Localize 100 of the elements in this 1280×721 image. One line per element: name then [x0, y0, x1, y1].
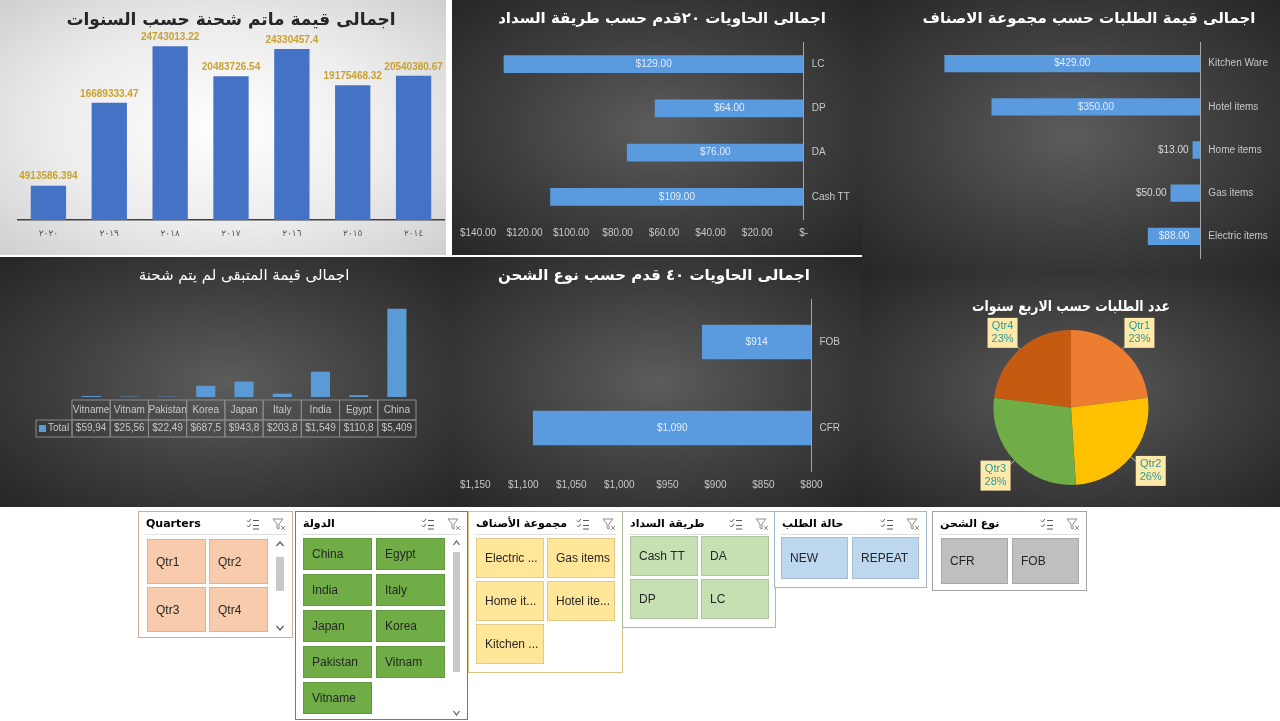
slice-label: Qtr1: [1128, 319, 1151, 332]
data-label: $914: [745, 335, 769, 347]
text: مجموعة الأصناف: [476, 517, 568, 530]
x-tick-label: $40.00: [695, 226, 727, 238]
x-tick-label: Vitname: [72, 403, 110, 415]
filter-button: Vitnam: [376, 646, 445, 678]
chart-title: عدد الطلبات حسب الاربع سنوات: [972, 296, 1170, 316]
x-tick-label: Italy: [273, 403, 292, 415]
data-label: 28%: [984, 475, 1007, 488]
x-tick-label: $80.00: [602, 226, 634, 238]
filter-button: Hotel ite...: [547, 581, 615, 621]
y-tick-label: CFR: [819, 421, 841, 433]
x-tick-label: India: [309, 403, 332, 415]
data-label: $687,5: [190, 422, 222, 434]
data-label: $59,94: [75, 422, 107, 434]
bar: [310, 371, 330, 397]
y-tick-label: Gas items: [1208, 186, 1254, 198]
filter-button: Gas items: [547, 538, 615, 578]
x-tick-label: $1,000: [604, 478, 636, 490]
x-tick-label: $1,050: [556, 478, 588, 490]
x-tick-label: $950: [656, 478, 679, 490]
x-tick-label: $1,100: [508, 478, 540, 490]
data-label: $109.00: [658, 190, 696, 202]
data-label: $88.00: [1158, 230, 1190, 242]
x-tick-label: Pakistan: [148, 403, 187, 415]
data-label: $5,409: [381, 422, 413, 434]
y-tick-label: Electric items: [1208, 230, 1268, 242]
filter-button: Italy: [376, 574, 445, 606]
x-tick-label: $850: [752, 478, 775, 490]
data-label: $76.00: [699, 146, 732, 158]
slice-label: Qtr2: [1140, 457, 1162, 470]
data-label: 20483726.54: [201, 60, 261, 72]
slice-label: Qtr3: [984, 462, 1007, 475]
bar: [1192, 141, 1201, 159]
data-label: $22,49: [152, 422, 184, 434]
bar: [991, 98, 1201, 116]
data-label: $110,8: [343, 422, 375, 434]
x-tick-label: China: [383, 403, 411, 415]
x-tick-label: $100.00: [553, 226, 590, 238]
data-label: $203,8: [266, 422, 298, 434]
x-tick-label: Korea: [192, 403, 220, 415]
y-tick-label: Kitchen Ware: [1208, 57, 1269, 69]
data-label: $50.00: [1135, 186, 1167, 198]
data-label: $943,8: [228, 422, 260, 434]
x-tick-label: Japan: [230, 403, 258, 415]
y-tick-label: Home items: [1208, 143, 1262, 155]
filter-button: Qtr4: [209, 587, 268, 632]
text: الدولة: [303, 517, 335, 530]
filter-button: DP: [630, 579, 698, 619]
y-tick-label: Cash TT: [811, 190, 850, 202]
x-tick-label: ٢٠١٥: [343, 228, 363, 239]
chart-title: اجمالى الحاويات ٢٠قدم حسب طريقة السداد: [498, 8, 826, 27]
filter-button: Qtr1: [147, 539, 206, 584]
bar: [234, 381, 254, 397]
x-tick-label: $800: [800, 478, 823, 490]
data-label: 4913586.394: [19, 170, 79, 182]
bar: [387, 308, 407, 397]
data-label: $429.00: [1054, 57, 1091, 69]
bar: [944, 54, 1201, 73]
bar: [30, 185, 67, 221]
data-label: $64.00: [713, 102, 745, 114]
bar: [626, 143, 804, 162]
filter-button: Home it...: [476, 581, 544, 621]
x-tick-label: $900: [704, 478, 727, 490]
bar: [1170, 184, 1201, 202]
data-label: $350.00: [1077, 100, 1115, 112]
x-tick-label: ٢٠٢٠: [38, 228, 59, 239]
filter-button: Egypt: [376, 538, 445, 570]
filter-button: Qtr2: [209, 539, 268, 584]
y-tick-label: FOB: [819, 335, 841, 347]
bar: [196, 385, 216, 397]
x-tick-label: ٢٠١٩: [99, 228, 120, 239]
text: Quarters: [146, 517, 201, 530]
bar: [550, 188, 804, 206]
filter-button: Vitname: [303, 682, 372, 714]
legend-label: Total: [48, 422, 70, 434]
text: حالة الطلب: [782, 517, 844, 530]
chart-title: اجمالى قيمة ماتم شحنة حسب السنوات: [66, 8, 396, 30]
data-label: 16689333.47: [80, 87, 139, 99]
filter-button: REPEAT: [852, 537, 919, 579]
data-label: $13.00: [1158, 143, 1190, 155]
data-label: $129.00: [635, 57, 673, 69]
bar: [152, 46, 188, 221]
bar: [395, 75, 432, 221]
data-label: $1,090: [656, 421, 688, 433]
data-label: 26%: [1139, 470, 1162, 483]
chart-title: اجمالى الحاويات ٤٠ قدم حسب نوع الشحن: [497, 265, 811, 284]
filter-button: Pakistan: [303, 646, 372, 678]
data-label: $1,549: [305, 422, 337, 434]
y-tick-label: Hotel items: [1208, 100, 1259, 112]
data-label: 19175468.32: [323, 70, 383, 82]
x-tick-label: Vitnam: [113, 403, 145, 415]
x-tick-label: $-: [799, 226, 809, 238]
x-tick-label: ٢٠١٦: [282, 228, 302, 239]
filter-button: China: [303, 538, 372, 570]
x-tick-label: $60.00: [648, 226, 680, 238]
x-tick-label: ٢٠١٤: [403, 228, 424, 239]
data-label: 23%: [1128, 332, 1151, 345]
bar: [213, 76, 249, 221]
data-label: $25,56: [114, 422, 146, 434]
